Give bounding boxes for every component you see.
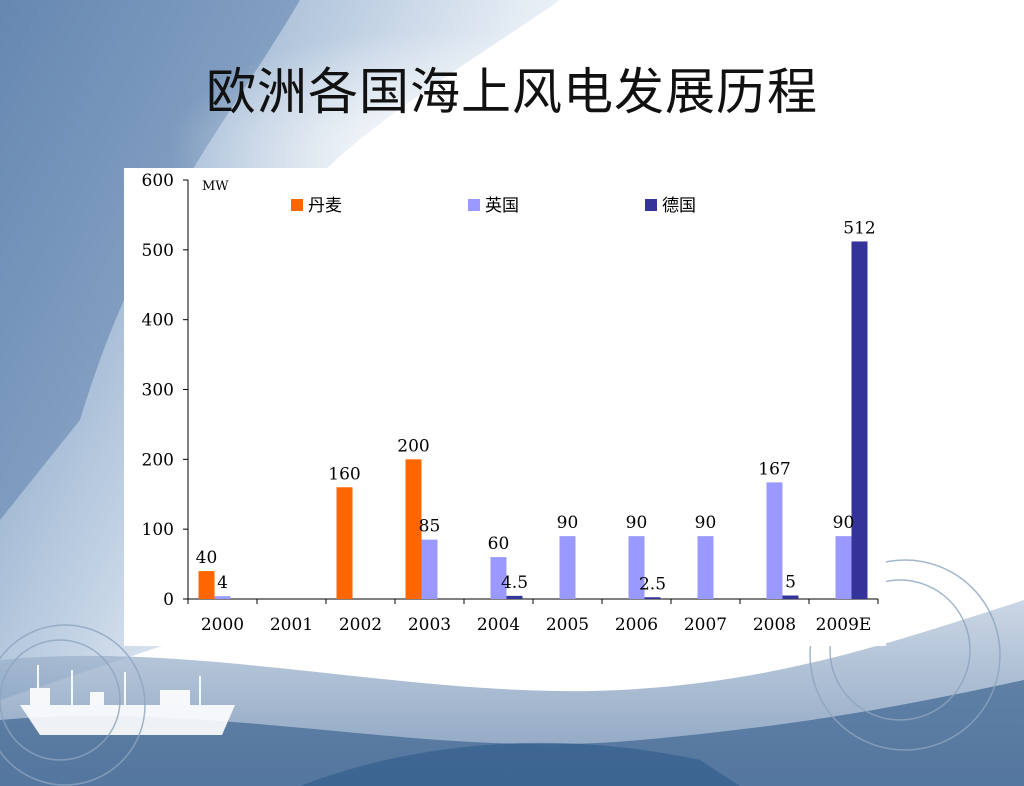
x-tick-label: 2009E — [816, 615, 872, 635]
x-tick-label: 2001 — [270, 615, 313, 635]
bar — [851, 241, 868, 599]
bar-value-label: 160 — [328, 464, 360, 484]
bar — [835, 536, 852, 599]
y-tick-label: 400 — [142, 311, 174, 331]
legend-swatch — [468, 199, 480, 211]
x-tick-label: 2004 — [477, 615, 520, 635]
legend-swatch — [645, 199, 657, 211]
bar — [766, 482, 783, 599]
x-tick-label: 2005 — [546, 615, 589, 635]
bar-value-label: 2.5 — [639, 574, 666, 594]
y-tick-label: 300 — [142, 381, 174, 401]
bar-value-label: 90 — [557, 513, 579, 533]
legend-label: 德国 — [662, 196, 696, 216]
y-tick-label: 500 — [142, 241, 174, 261]
x-tick-label: 2000 — [201, 615, 244, 635]
ship-silhouette — [20, 665, 235, 735]
chart-panel: MW 0 100 200 300 400 500 600 2000 2001 2002 2003 2… — [124, 168, 886, 646]
bar — [628, 536, 645, 599]
slide-title: 欧洲各国海上风电发展历程 — [206, 63, 818, 121]
bar-value-label: 512 — [843, 218, 875, 238]
bar-value-label: 85 — [419, 517, 441, 537]
y-axis-unit-label: MW — [202, 179, 229, 194]
x-tick-label: 2002 — [339, 615, 382, 635]
y-tick-label: 600 — [142, 171, 174, 191]
bar-value-label: 167 — [758, 459, 790, 479]
legend-label: 丹麦 — [308, 196, 342, 216]
y-tick-label: 200 — [142, 450, 174, 470]
x-tick-label: 2006 — [615, 615, 658, 635]
bar-value-label: 4 — [217, 573, 228, 593]
bar-value-label: 4.5 — [501, 573, 528, 593]
decorative-rings — [0, 559, 1001, 786]
legend-label: 英国 — [485, 196, 519, 216]
bar — [198, 571, 215, 599]
bar-value-label: 200 — [397, 436, 429, 456]
bar — [559, 536, 576, 599]
bar — [782, 595, 799, 599]
bar — [405, 459, 422, 599]
bar-value-label: 90 — [695, 513, 717, 533]
bar-value-label: 5 — [785, 573, 796, 593]
bar — [336, 487, 353, 599]
bar-value-label: 90 — [626, 513, 648, 533]
bar-value-label: 90 — [833, 513, 855, 533]
y-tick-label: 100 — [142, 520, 174, 540]
bar — [421, 539, 438, 599]
bar-chart: MW 0 100 200 300 400 500 600 2000 2001 2002 2003 2… — [142, 171, 879, 635]
bar-value-label: 60 — [488, 534, 510, 554]
x-tick-label: 2007 — [684, 615, 727, 635]
y-tick-label: 0 — [163, 590, 174, 610]
x-tick-label: 2008 — [753, 615, 796, 635]
x-tick-label: 2003 — [408, 615, 451, 635]
bar — [697, 536, 714, 599]
bar — [644, 597, 661, 599]
bar — [506, 595, 523, 599]
bar — [214, 596, 231, 599]
bar-value-label: 40 — [196, 548, 218, 568]
legend-swatch — [291, 199, 303, 211]
bar — [490, 557, 507, 599]
